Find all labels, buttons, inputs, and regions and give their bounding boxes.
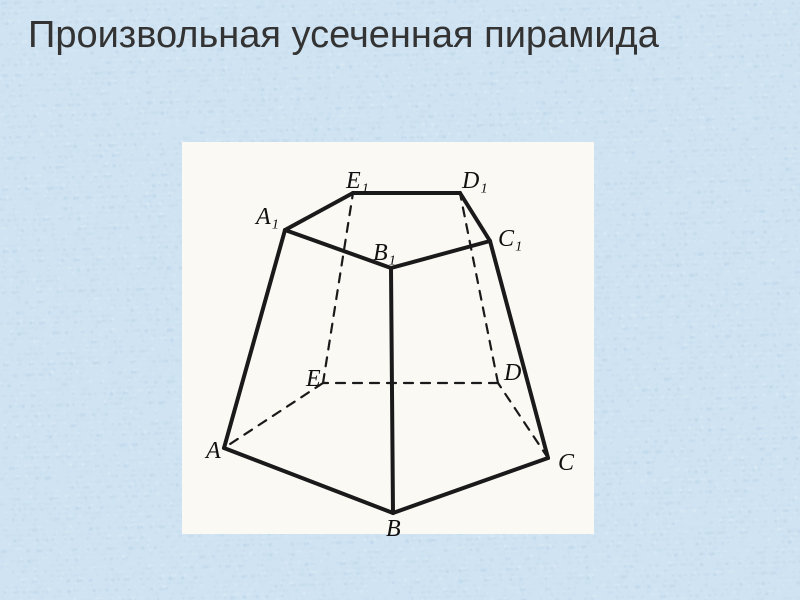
svg-text:C: C <box>558 450 575 476</box>
svg-text:A: A <box>204 438 221 464</box>
svg-text:D₁: D₁ <box>461 168 488 194</box>
page-title: Произвольная усеченная пирамида <box>28 14 772 58</box>
truncated-pyramid-svg: A B C D E A₁ B₁ C₁ D₁ E₁ <box>178 138 598 538</box>
svg-text:C₁: C₁ <box>498 226 522 252</box>
truncated-pyramid-figure: A B C D E A₁ B₁ C₁ D₁ E₁ <box>178 138 598 538</box>
svg-text:E: E <box>305 366 321 392</box>
svg-text:E₁: E₁ <box>345 168 369 194</box>
svg-text:B: B <box>386 516 401 538</box>
svg-text:D: D <box>503 360 521 386</box>
svg-text:A₁: A₁ <box>254 204 279 230</box>
svg-text:B₁: B₁ <box>373 240 396 266</box>
slide: Произвольная усеченная пирамида A B C D E A₁ B… <box>0 0 800 600</box>
